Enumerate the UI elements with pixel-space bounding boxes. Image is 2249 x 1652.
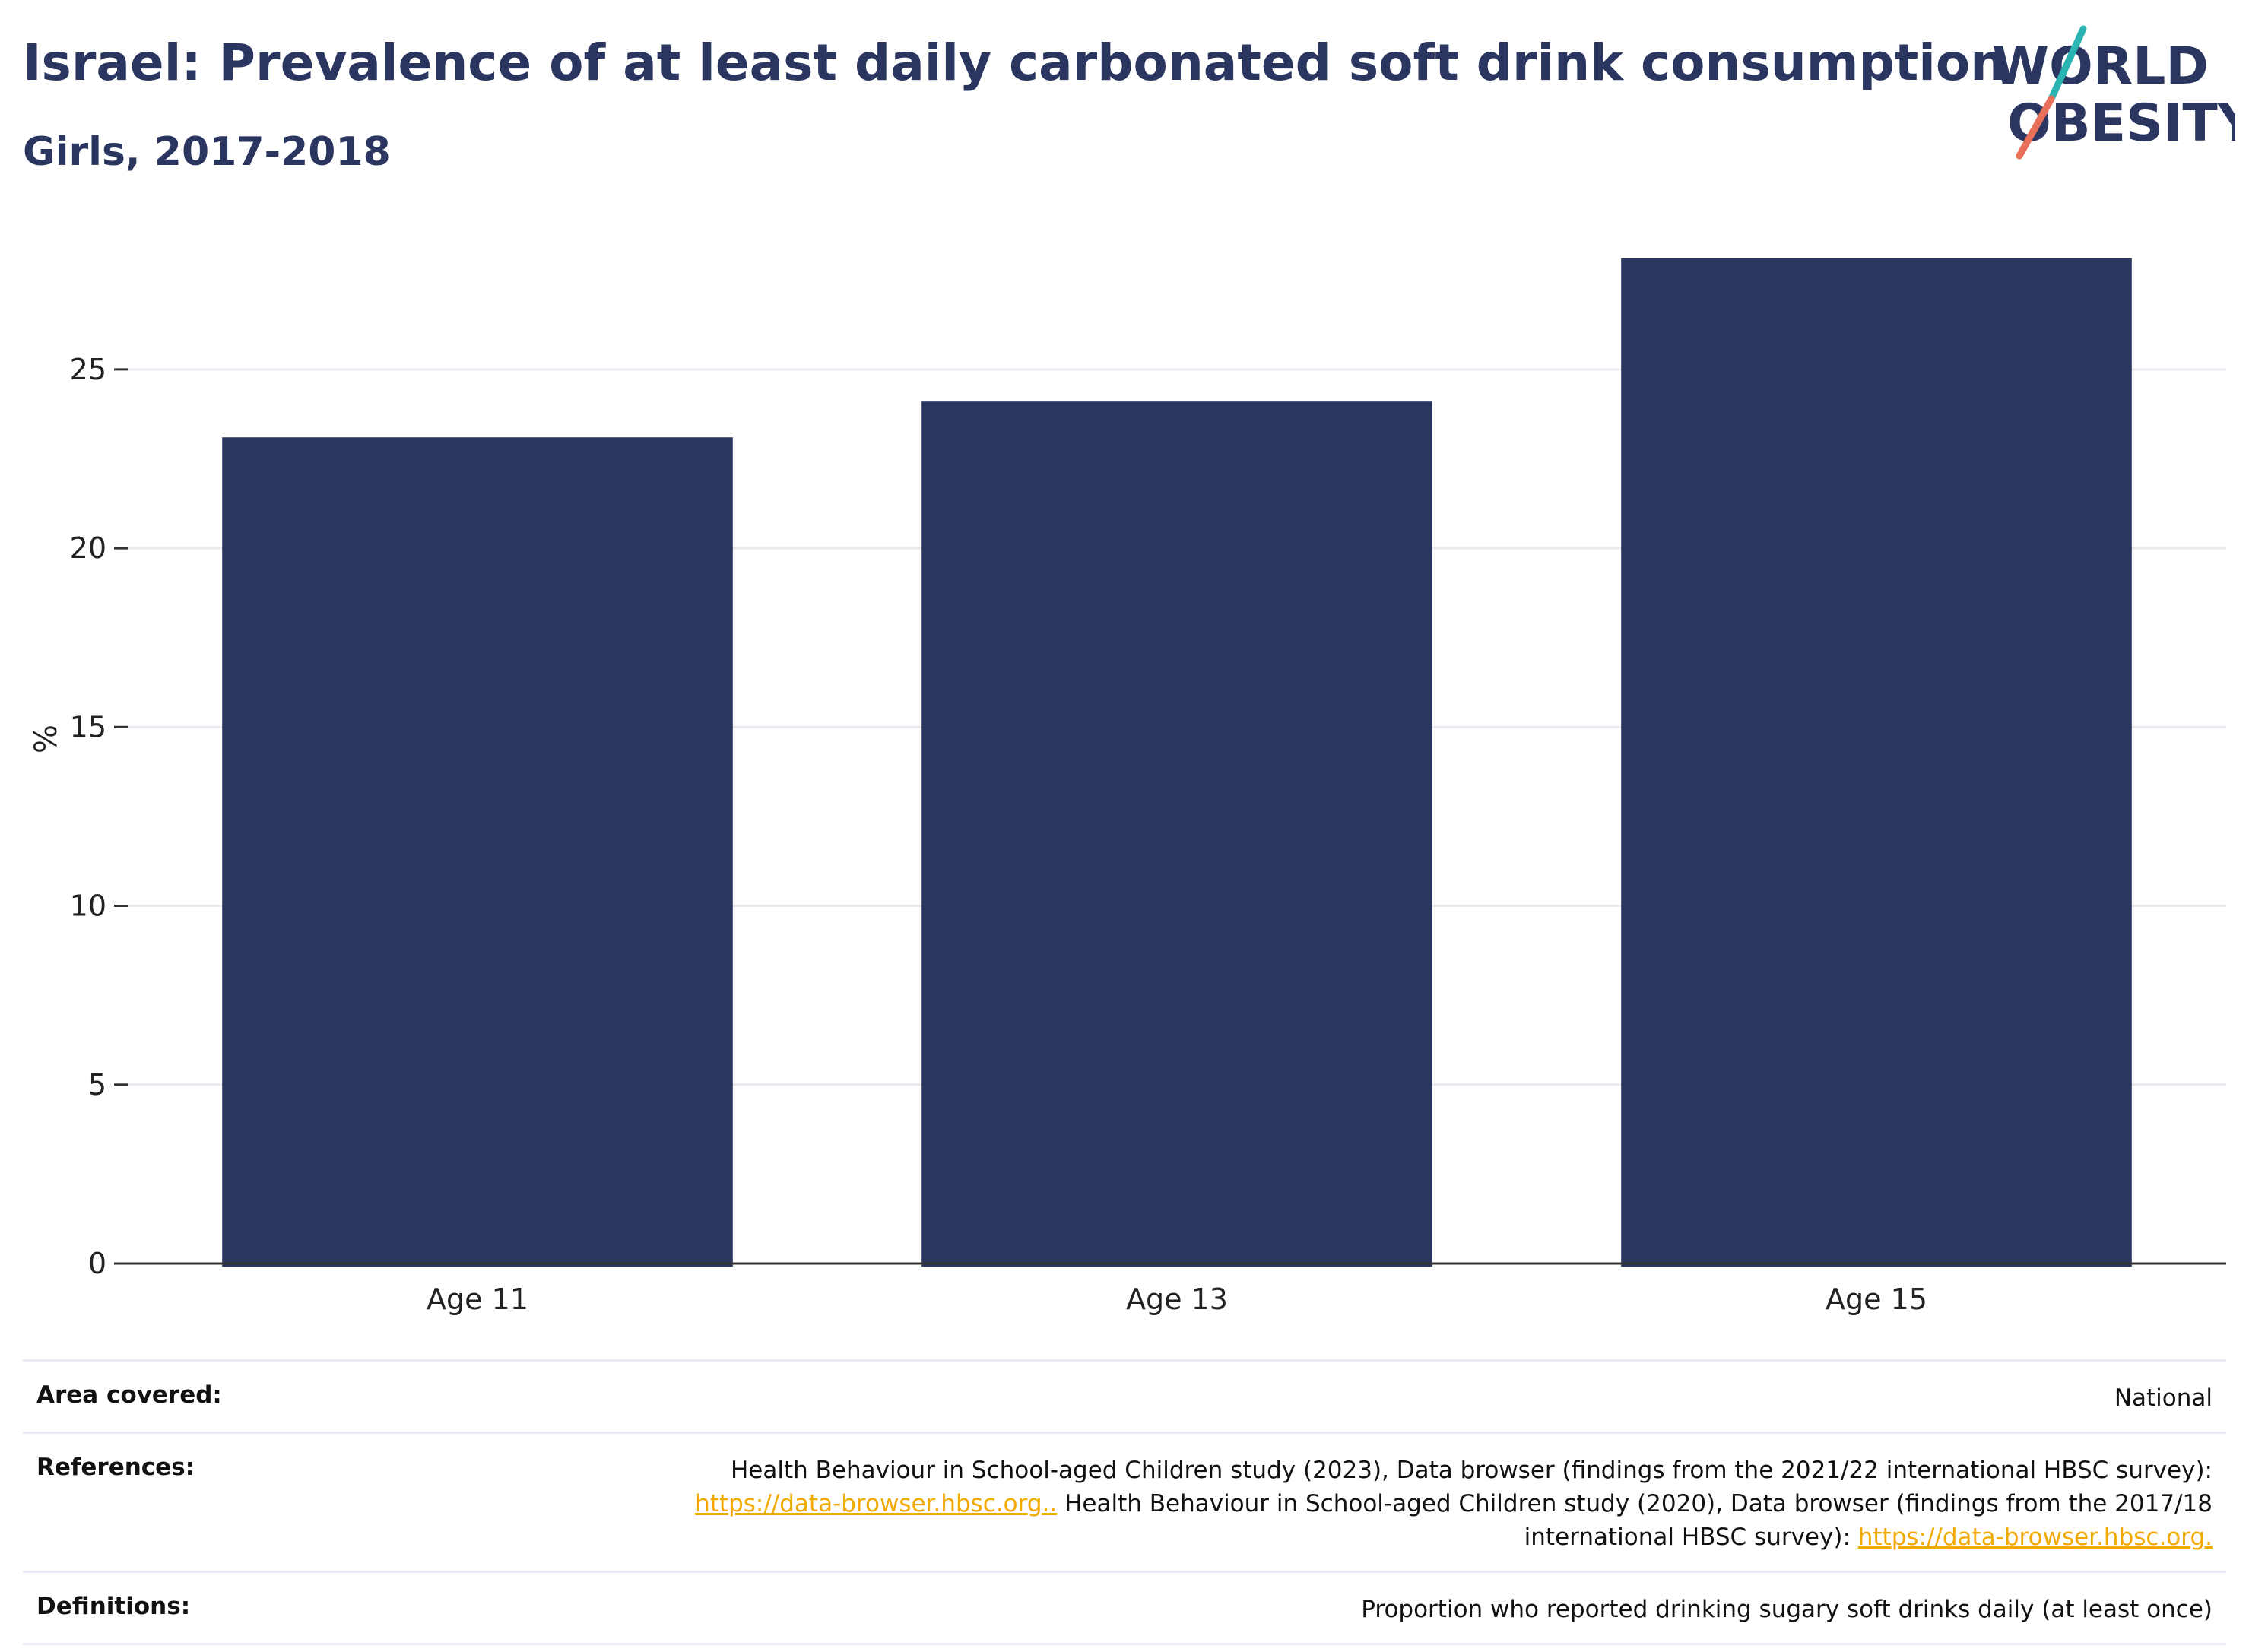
metadata-table: Area covered: National References: Healt… — [23, 1359, 2226, 1645]
bar-age-13[interactable] — [921, 401, 1432, 1267]
chart-title: Israel: Prevalence of at least daily car… — [23, 33, 2006, 92]
logo-slash-coral — [2016, 95, 2055, 160]
y-tick-label-0: 0 — [88, 1247, 106, 1280]
y-tick-label-5: 5 — [88, 1068, 106, 1102]
y-axis-label: % — [29, 725, 64, 753]
references-label: References: — [36, 1454, 195, 1481]
y-tick-label-20: 20 — [70, 531, 106, 565]
reference-link-1[interactable]: https://data-browser.hbsc.org.. — [695, 1490, 1058, 1517]
logo-line-1: WORLD — [1992, 36, 2209, 97]
bar-chart: 0 5 10 15 20 25 Age 11 Age 13 Age 15 % — [29, 258, 2226, 1316]
y-tick-label-25: 25 — [70, 353, 106, 386]
chart-subtitle: Girls, 2017-2018 — [23, 129, 391, 175]
y-tick-label-10: 10 — [70, 889, 106, 923]
reference-link-2[interactable]: https://data-browser.hbsc.org. — [1857, 1524, 2213, 1551]
definitions-value: Proportion who reported drinking sugary … — [1361, 1596, 2213, 1623]
reference-text-2: Health Behaviour in School-aged Children… — [1057, 1490, 2213, 1551]
bar-age-11[interactable] — [222, 437, 733, 1267]
bars — [222, 258, 2132, 1267]
y-tick-label-15: 15 — [70, 710, 106, 744]
bar-age-15[interactable] — [1621, 258, 2132, 1267]
references-row: References: Health Behaviour in School-a… — [23, 1432, 2226, 1571]
area-covered-value: National — [2114, 1384, 2213, 1412]
logo-slash-teal — [2048, 25, 2087, 103]
x-tick-label-3: Age 15 — [1826, 1283, 1927, 1316]
area-covered-row: Area covered: National — [23, 1359, 2226, 1432]
world-obesity-logo: WORLD OBESITY — [1992, 25, 2235, 160]
area-covered-label: Area covered: — [36, 1381, 222, 1409]
axes: 0 5 10 15 20 25 Age 11 Age 13 Age 15 — [70, 353, 2226, 1316]
x-tick-label-1: Age 11 — [427, 1283, 528, 1316]
x-tick-label-2: Age 13 — [1126, 1283, 1228, 1316]
references-value: Health Behaviour in School-aged Children… — [540, 1454, 2213, 1554]
definitions-label: Definitions: — [36, 1593, 191, 1620]
reference-text-1: Health Behaviour in School-aged Children… — [731, 1457, 2213, 1484]
definitions-row: Definitions: Proportion who reported dri… — [23, 1571, 2226, 1645]
